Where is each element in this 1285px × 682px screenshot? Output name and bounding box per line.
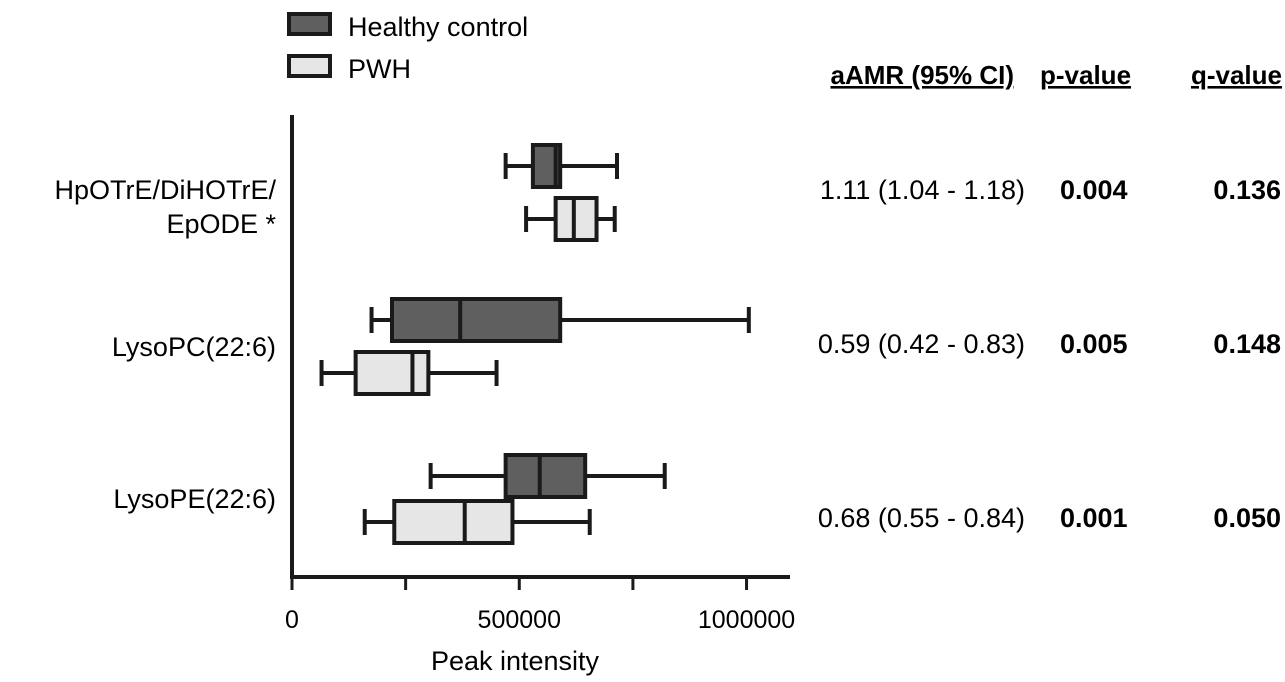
legend-label-healthy-control: Healthy control bbox=[348, 12, 528, 42]
box-pwh bbox=[362, 499, 592, 545]
header-aamr: aAMR (95% CI) bbox=[831, 60, 1014, 90]
box-plots bbox=[319, 143, 751, 545]
stats-table-rows: 1.11 (1.04 - 1.18) 0.004 0.136 0.59 (0.42 -… bbox=[818, 175, 1281, 533]
box-pwh bbox=[524, 196, 617, 242]
box-healthy-control bbox=[428, 453, 667, 499]
header-p-value: p-value bbox=[1040, 60, 1131, 90]
header-q-value: q-value bbox=[1191, 60, 1282, 90]
category-label: HpOTrE/DiHOTrE/ bbox=[55, 175, 277, 205]
x-axis-ticks: 0 500000 1000000 bbox=[285, 577, 795, 634]
category-label: LysoPC(22:6) bbox=[112, 332, 276, 362]
p-value: 0.001 bbox=[1060, 503, 1128, 533]
x-tick-label: 500000 bbox=[478, 606, 561, 634]
p-value: 0.005 bbox=[1060, 329, 1128, 359]
aamr-value: 1.11 (1.04 - 1.18) bbox=[820, 175, 1025, 205]
x-tick-label: 0 bbox=[285, 606, 299, 634]
legend-label-pwh: PWH bbox=[348, 54, 411, 84]
iqr-box bbox=[503, 453, 588, 499]
q-value: 0.050 bbox=[1213, 503, 1281, 533]
category-label: EpODE * bbox=[166, 209, 276, 239]
legend: Healthy control PWH bbox=[287, 12, 528, 84]
box-healthy-control bbox=[369, 297, 751, 343]
category-labels: HpOTrE/DiHOTrE/EpODE * LysoPC(22:6) LysoPE… bbox=[55, 175, 277, 514]
iqr-box bbox=[392, 499, 515, 545]
legend-swatch-pwh bbox=[287, 54, 332, 78]
x-axis-title: Peak intensity bbox=[431, 646, 600, 676]
x-tick-label: 1000000 bbox=[698, 606, 795, 634]
iqr-box bbox=[553, 196, 599, 242]
category-label: LysoPE(22:6) bbox=[113, 484, 276, 514]
iqr-box bbox=[353, 350, 431, 396]
stats-table-headers: aAMR (95% CI) p-value q-value bbox=[831, 60, 1282, 90]
p-value: 0.004 bbox=[1060, 175, 1128, 205]
aamr-value: 0.68 (0.55 - 0.84) bbox=[818, 503, 1025, 533]
legend-swatch-healthy-control bbox=[287, 12, 332, 36]
q-value: 0.136 bbox=[1213, 175, 1281, 205]
aamr-value: 0.59 (0.42 - 0.83) bbox=[818, 329, 1025, 359]
q-value: 0.148 bbox=[1213, 329, 1281, 359]
box-healthy-control bbox=[503, 143, 619, 189]
box-pwh bbox=[319, 350, 499, 396]
iqr-box bbox=[390, 297, 563, 343]
